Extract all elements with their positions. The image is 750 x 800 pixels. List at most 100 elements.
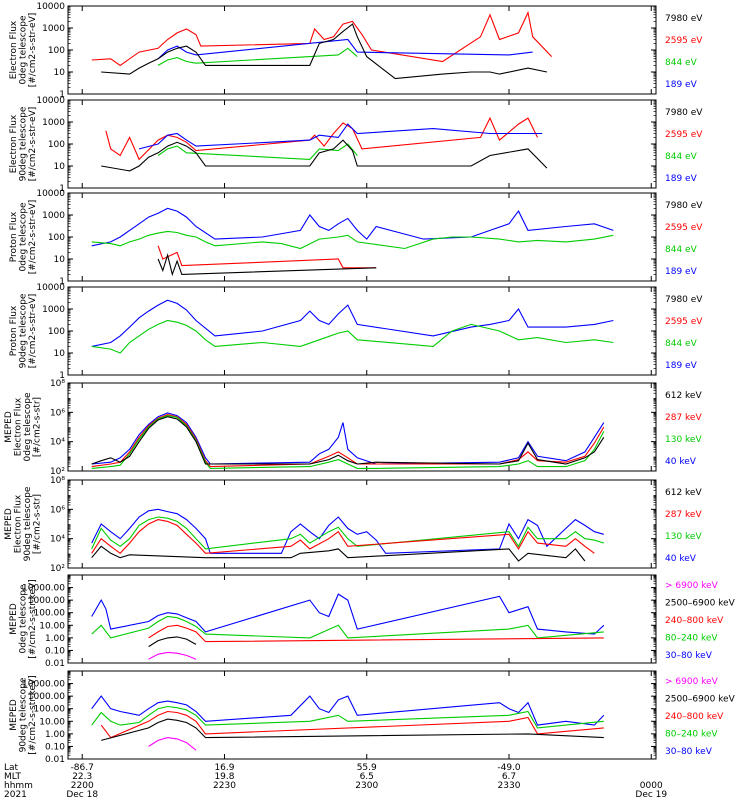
series-line [101,139,548,172]
y-tick-label: 1000 [42,211,65,221]
legend-entry: 7980 eV [665,14,703,24]
x-row-label: Lat [4,763,19,773]
series-line [91,299,614,347]
series-line [157,47,358,66]
y-tick-label: 10 [54,68,66,78]
legend-entry: 240–800 keV [665,616,724,626]
y-tick-label: 0.10 [45,742,65,752]
y-tick-label: 0.10 [45,646,65,656]
legend-entry: 40 keV [665,457,697,467]
y-axis-label: [#/cm2-s-str] [33,397,43,457]
y-axis-label: Electron Flux [14,397,24,456]
y-tick-label: 100 [48,233,65,243]
y-tick-label: 10 [54,255,66,265]
y-tick-label: 10² [50,467,65,477]
series-line [91,705,604,729]
legend-entry: 40 keV [665,554,697,564]
series-line [100,710,604,739]
series-line [91,545,586,562]
legend-entry: 844 eV [665,339,698,349]
y-tick-label: 1.00 [45,730,65,740]
legend-entry: 30–80 keV [665,747,713,757]
x-time-label: 2300 [355,781,378,791]
x-lat-label: -49.0 [497,763,521,773]
series-line [91,516,604,550]
y-axis-label: Electron Flux [9,20,19,79]
legend-entry: 189 eV [665,174,698,184]
series-line [148,624,604,643]
x-mlt-label: 22.3 [72,772,92,782]
y-axis-label: 90deg telescope [19,677,29,752]
legend-entry: 240–800 keV [665,712,724,722]
y-tick-label: 10000.00 [22,584,65,594]
series-line [91,416,605,465]
y-tick-label: 1000 [42,305,65,315]
legend-entry: 2595 eV [665,223,703,233]
panel-frame [67,5,657,95]
y-axis-label: 0deg telescope [19,584,29,654]
y-tick-label: 10000 [36,96,65,106]
legend-entry: 612 keV [665,488,702,498]
y-axis-label: MEPED [9,699,19,731]
legend-entry: 7980 eV [665,295,703,305]
series-line [91,695,605,726]
x-time-label: 2330 [498,781,521,791]
y-axis-label: Proton Flux [9,305,19,356]
x-date-label: Dec 19 [635,790,667,800]
y-axis-label: Electron Flux [14,494,24,553]
y-tick-label: 1 [59,184,65,194]
y-axis-label: MEPED [9,603,19,635]
y-tick-label: 10⁶ [50,408,65,418]
legend-entry: 612 keV [665,391,702,401]
x-lat-label: 55.9 [357,763,377,773]
y-tick-label: 10 [54,349,66,359]
panel-frame [67,286,657,376]
y-axis-label: Electron Flux [9,114,19,173]
y-tick-label: 10000 [36,189,65,199]
series-line [157,245,377,269]
y-tick-label: 10² [50,564,65,574]
legend-entry: > 6900 keV [665,581,719,591]
legend-entry: 80–240 keV [665,634,718,644]
series-line [148,737,197,751]
y-axis-label: 90deg telescope [23,486,33,561]
y-tick-label: 10⁸ [50,379,65,389]
y-axis-label: 0deg telescope [23,392,33,462]
y-tick-label: 10⁸ [50,476,65,486]
y-tick-label: 0.01 [45,659,65,669]
y-tick-label: 1 [59,277,65,287]
x-date-label: Dec 18 [66,790,98,800]
panel-frame [67,382,657,472]
panel-frame [67,574,657,664]
y-tick-label: 100 [48,46,65,56]
y-tick-label: 10⁶ [50,505,65,515]
legend-entry: 287 keV [665,510,702,520]
y-tick-label: 0.01 [45,755,65,765]
y-tick-label: 10000 [36,283,65,293]
legend-entry: 7980 eV [665,108,703,118]
series-line [91,414,605,468]
series-line [91,519,595,555]
series-line [138,123,543,150]
legend-entry: 30–80 keV [665,651,713,661]
x-mlt-label: 19.8 [214,772,234,782]
series-line [91,412,605,465]
y-axis-label: Proton Flux [9,211,19,262]
y-axis-label: [#/cm2-s-str-eV] [28,294,38,369]
series-line [148,651,197,660]
series-line [157,38,533,60]
y-tick-label: 1000 [42,24,65,34]
y-axis-label: [#/cm2-s-str-keV] [28,579,38,658]
y-tick-label: 100 [48,140,65,150]
y-tick-label: 100.00 [34,705,66,715]
y-axis-label: [#/cm2-s-str] [33,494,43,554]
legend-entry: 80–240 keV [665,730,718,740]
x-mlt-label: 6.7 [502,772,516,782]
legend-entry: 130 keV [665,532,702,542]
y-tick-label: 1.00 [45,634,65,644]
x-row-label: hhmm [4,781,33,791]
y-tick-label: 1000.00 [28,692,65,702]
y-tick-label: 1000.00 [28,596,65,606]
panel-frame [67,479,657,569]
series-line [101,23,548,80]
